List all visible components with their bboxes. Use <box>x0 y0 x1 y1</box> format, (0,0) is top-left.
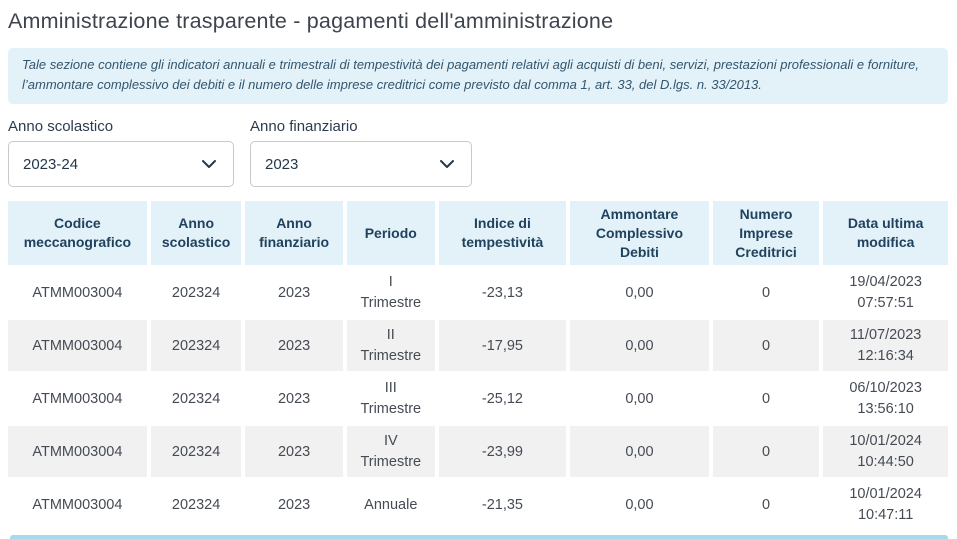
table-row: ATMM003004 202324 2023 III Trimestre -25,12 0… <box>8 373 948 425</box>
table-cell: 202324 <box>150 373 242 425</box>
table-cell: II Trimestre <box>346 320 435 372</box>
anno-finanziario-label: Anno finanziario <box>250 118 358 136</box>
table-cell: ATMM003004 <box>8 373 147 425</box>
table-cell: 10/01/2024 10:47:11 <box>823 479 948 531</box>
table-row: ATMM003004 202324 2023 IV Trimestre -23,99 0,… <box>8 426 948 478</box>
table-cell: ATMM003004 <box>8 426 147 478</box>
table-row: ATMM003004 202324 2023 I Trimestre -23,13 0,0… <box>8 267 948 319</box>
table-cell: -23,99 <box>438 426 567 478</box>
table-cell: 10/01/2024 10:44:50 <box>823 426 948 478</box>
filter-anno-finanziario: Anno finanziario 2023 <box>250 118 472 188</box>
page-title: Amministrazione trasparente - pagamenti … <box>8 9 614 33</box>
info-banner: Tale sezione contiene gli indicatori ann… <box>8 47 948 105</box>
table-cell: 202324 <box>150 267 242 319</box>
table-cell: 202324 <box>150 426 242 478</box>
table-cell: -23,13 <box>438 267 567 319</box>
column-header: Periodo <box>346 201 435 266</box>
table-cell: 0,00 <box>570 373 709 425</box>
filter-anno-scolastico: Anno scolastico 2023-24 <box>8 118 234 188</box>
column-header: Ammontare Complessivo Debiti <box>570 201 709 266</box>
table-cell: 2023 <box>245 373 343 425</box>
filters-row: Anno scolastico 2023-24 Anno finanziario… <box>8 118 948 188</box>
table-cell: ATMM003004 <box>8 479 147 531</box>
table-cell: -17,95 <box>438 320 567 372</box>
column-header: Data ultima modifica <box>823 201 948 266</box>
table-cell: 2023 <box>245 320 343 372</box>
table-cell: ATMM003004 <box>8 267 147 319</box>
chevron-down-icon <box>201 159 217 169</box>
column-header: Anno finanziario <box>245 201 343 266</box>
column-header: Indice di tempestività <box>438 201 567 266</box>
table-cell: 0 <box>712 320 820 372</box>
info-text: Tale sezione contiene gli indicatori ann… <box>22 56 919 93</box>
table-cell: 2023 <box>245 426 343 478</box>
table-cell: Annuale <box>346 479 435 531</box>
chevron-down-icon <box>439 159 455 169</box>
table-header-row: Codice meccanografico Anno scolastico Anno… <box>8 201 948 266</box>
table-cell: 11/07/2023 12:16:34 <box>823 320 948 372</box>
anno-finanziario-value: 2023 <box>265 155 299 173</box>
table-cell: 0,00 <box>570 426 709 478</box>
table-cell: 2023 <box>245 267 343 319</box>
table-cell: 0 <box>712 373 820 425</box>
table-cell: 0,00 <box>570 267 709 319</box>
table-row: ATMM003004 202324 2023 II Trimestre -17,95 0,… <box>8 320 948 372</box>
table-cell: 19/04/2023 07:57:51 <box>823 267 948 319</box>
anno-scolastico-label: Anno scolastico <box>8 118 114 136</box>
table-row: ATMM003004 202324 2023 Annuale -21,35 0,00 0 10… <box>8 479 948 531</box>
anno-scolastico-select[interactable]: 2023-24 <box>8 141 234 188</box>
horizontal-scrollbar[interactable] <box>10 535 948 539</box>
table-cell: I Trimestre <box>346 267 435 319</box>
table-cell: 0 <box>712 479 820 531</box>
table-cell: IV Trimestre <box>346 426 435 478</box>
table-cell: ATMM003004 <box>8 320 147 372</box>
table-cell: 202324 <box>150 479 242 531</box>
column-header: Anno scolastico <box>150 201 242 266</box>
anno-scolastico-value: 2023-24 <box>23 155 79 173</box>
table-header: Codice meccanografico Anno scolastico Anno… <box>8 201 948 266</box>
table-cell: 2023 <box>245 479 343 531</box>
payments-table: Codice meccanografico Anno scolastico Anno… <box>4 199 952 532</box>
table-cell: 0 <box>712 426 820 478</box>
table-cell: 202324 <box>150 320 242 372</box>
table-cell: 06/10/2023 13:56:10 <box>823 373 948 425</box>
table-cell: III Trimestre <box>346 373 435 425</box>
table-cell: 0 <box>712 267 820 319</box>
table-cell: 0,00 <box>570 479 709 531</box>
table-cell: -21,35 <box>438 479 567 531</box>
table-body: ATMM003004 202324 2023 I Trimestre -23,13 0,0… <box>8 267 948 531</box>
column-header: Codice meccanografico <box>8 201 147 266</box>
table-cell: -25,12 <box>438 373 567 425</box>
table-cell: 0,00 <box>570 320 709 372</box>
anno-finanziario-select[interactable]: 2023 <box>250 141 472 188</box>
column-header: Numero Imprese Creditrici <box>712 201 820 266</box>
